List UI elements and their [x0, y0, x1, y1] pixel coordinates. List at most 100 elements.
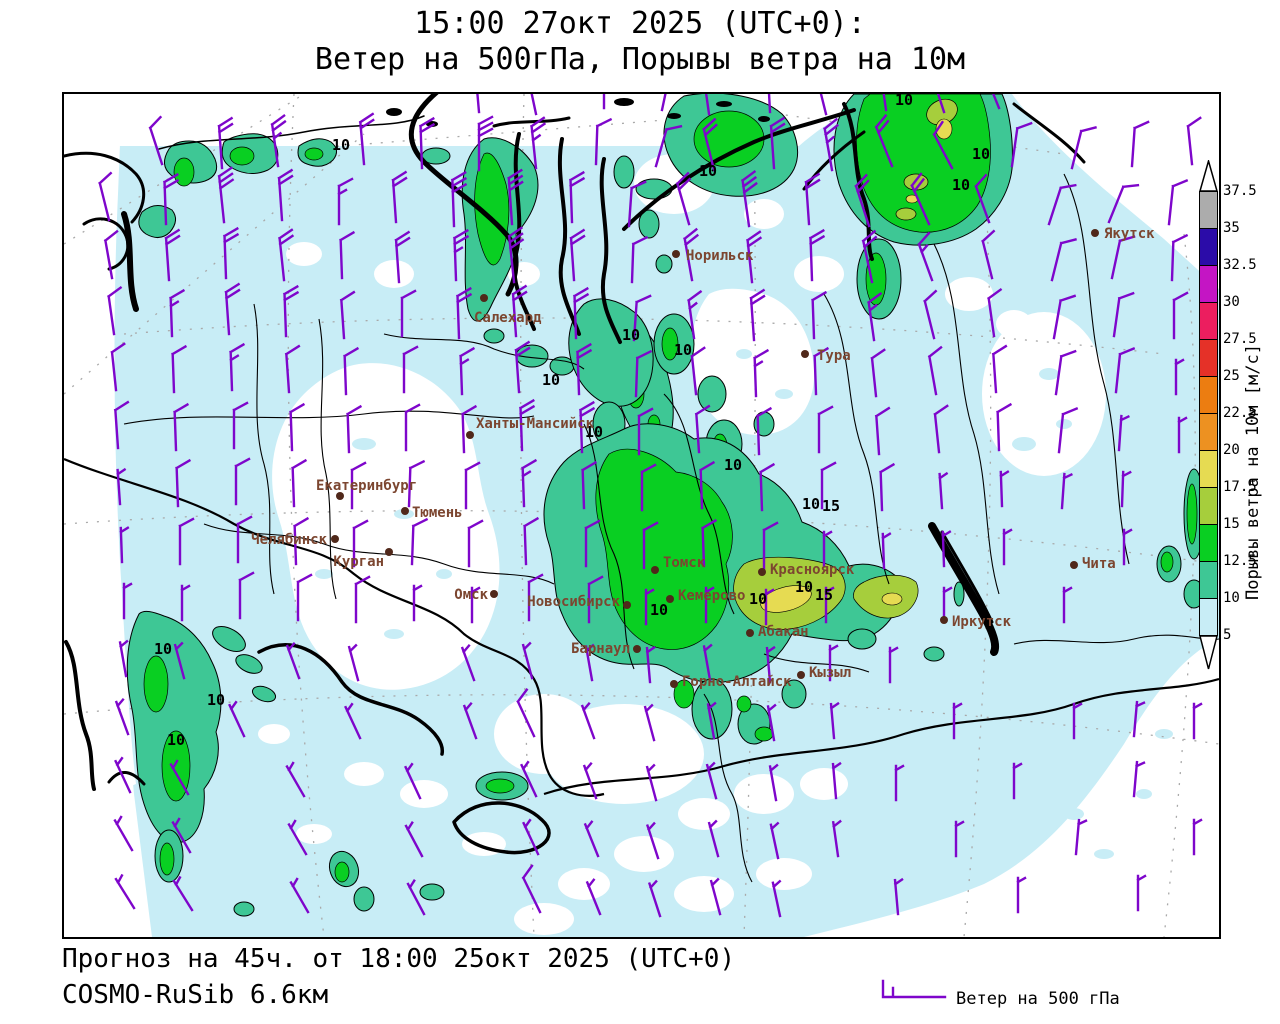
wind-barb [1012, 762, 1023, 800]
city-marker: Екатеринбург [316, 478, 417, 500]
wind-barb [701, 518, 718, 568]
wind-barb [525, 94, 542, 116]
wind-barb [594, 117, 613, 166]
wind-barb [632, 294, 652, 342]
wind-barb [522, 818, 540, 856]
wind-barb [118, 639, 129, 678]
wind-barb [645, 821, 660, 860]
wind-barb [870, 348, 886, 398]
wind-barb [768, 763, 779, 802]
colorbar-tick: 12.5 [1223, 553, 1257, 569]
wind-barb [704, 586, 715, 624]
city-label: Челябинск [251, 532, 327, 548]
wind-barb [702, 117, 718, 172]
contour-label: 10 [542, 371, 560, 389]
city-marker: Салехард [474, 294, 542, 326]
wind-barb [350, 461, 367, 510]
contour-label: 10 [167, 731, 185, 749]
wind-barb [583, 820, 600, 858]
wind-barb [284, 344, 301, 394]
map-title-datetime: 15:00 27окт 2025 (UTC+0): [414, 6, 866, 41]
wind-barb [766, 94, 783, 114]
wind-barb [923, 289, 938, 340]
wind-barb [831, 819, 842, 858]
wind-barb [917, 231, 934, 282]
wind-barb [683, 227, 700, 282]
city-label: Якутск [1104, 226, 1155, 242]
wind-barb [529, 116, 547, 170]
wind-barb [932, 120, 954, 170]
coastlines [64, 94, 1086, 855]
wind-barb [116, 467, 127, 506]
wind-barb [1186, 116, 1202, 166]
wind-barb [344, 702, 362, 740]
city-dot [1070, 561, 1078, 569]
contour-label: 10 [802, 495, 820, 513]
wind-barb [941, 530, 952, 568]
wind-barb [473, 94, 490, 114]
colorbar-segment [1199, 228, 1218, 266]
wind-barb [296, 573, 313, 622]
colorbar-segment [1199, 524, 1218, 562]
city-marker: Челябинск [251, 532, 339, 548]
wind-barb [642, 521, 659, 570]
wind-barb [1070, 126, 1097, 170]
wind-barb [354, 575, 371, 624]
wind-barb [394, 230, 411, 284]
wind-barb [1130, 120, 1150, 168]
wind-barb [765, 645, 776, 684]
city-label: Барнаул [571, 641, 630, 657]
city-dot [801, 350, 809, 358]
wind-barb [996, 402, 1013, 452]
wind-barb [769, 821, 780, 860]
wind-barb [470, 586, 481, 624]
wind-barb [585, 878, 602, 916]
colorbar-segments [1199, 191, 1280, 636]
wind-barb [339, 290, 356, 340]
wind-barb [764, 588, 775, 626]
colorbar-tick: 25 [1223, 368, 1240, 384]
wind-barb [1174, 358, 1185, 396]
wind-barb [1002, 528, 1013, 566]
city-dot [480, 294, 488, 302]
wind-barb [894, 764, 905, 802]
wind-barb [811, 290, 828, 340]
city-label: Тюмень [412, 505, 463, 521]
wind-barb [1016, 876, 1027, 914]
wind-barb [514, 340, 531, 394]
wind-barb [462, 701, 478, 740]
map-title-variables: Ветер на 500гПа, Порывы ветра на 10м [314, 42, 966, 77]
wind-barb [236, 515, 253, 564]
wind-barb [113, 815, 134, 852]
wind-barb [771, 879, 782, 918]
wind-barb [813, 346, 830, 396]
wind-barb-icon [881, 979, 947, 999]
wind-barb [569, 228, 586, 282]
wind-barb [180, 584, 191, 622]
wind-barb [400, 289, 417, 338]
wind-barb [580, 701, 596, 740]
wind-barb [477, 115, 494, 172]
forecast-info-line: Прогноз на 45ч. от 18:00 25окт 2025 (UTC… [62, 944, 736, 974]
wind-barb [933, 404, 949, 454]
calm-white-regions [64, 94, 1219, 937]
wind-barb [766, 703, 777, 742]
city-dot [651, 566, 659, 574]
colorbar-segment [1199, 450, 1218, 488]
wind-barb [173, 402, 190, 452]
contour-label: 10 [585, 423, 603, 441]
wind-barb [999, 470, 1010, 508]
wind-barb [1062, 586, 1073, 624]
wind-barb [699, 460, 716, 510]
wind-barb [1060, 472, 1073, 510]
wind-barb [829, 701, 840, 740]
wind-barb [222, 226, 240, 280]
wind-barb [952, 702, 963, 740]
wind-barb [418, 116, 436, 170]
city-label: Красноярск [770, 562, 855, 578]
wind-barb [861, 229, 878, 284]
wind-barb [407, 459, 426, 508]
city-marker: Тюмень [401, 505, 463, 521]
